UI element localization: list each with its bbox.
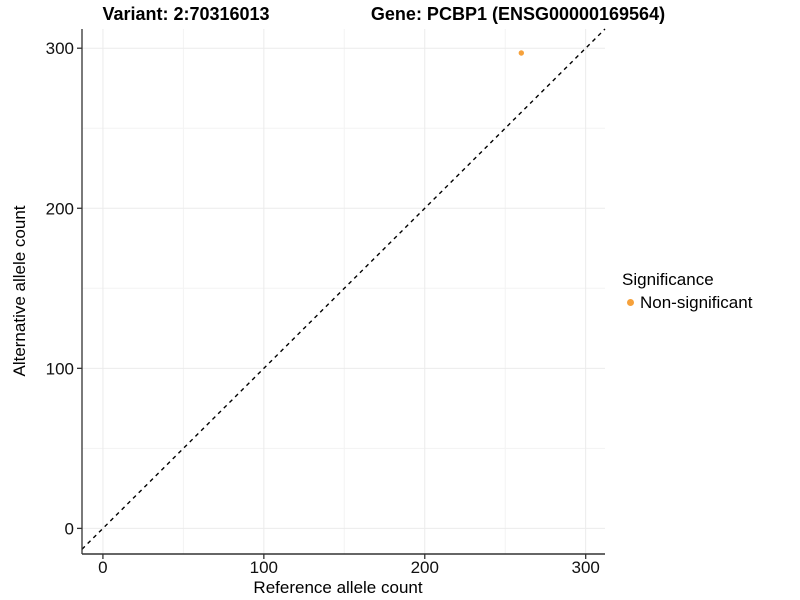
x-tick-label: 300 [572,558,600,577]
y-tick-label: 200 [46,199,74,218]
y-tick-label: 100 [46,359,74,378]
y-tick-label: 300 [46,39,74,58]
legend-item-label: Non-significant [640,292,753,312]
identity-reference-line [81,28,606,550]
legend: Significance Non-significant [622,269,752,313]
legend-title: Significance [622,270,714,289]
variant-title: Variant: 2:70316013 [102,4,270,24]
y-tick-label: 0 [65,519,74,538]
x-tick-label: 0 [98,558,107,577]
panel-background [82,29,605,554]
gene-title: Gene: PCBP1 (ENSG00000169564) [370,4,666,24]
x-axis-label: Reference allele count [253,578,423,597]
data-point [518,50,525,56]
y-axis-label: Alternative allele count [10,205,29,377]
x-tick-label: 100 [250,558,278,577]
x-tick-label: 200 [411,558,439,577]
legend-point-icon [627,299,634,306]
legend-item-non-significant: Non-significant [622,292,752,313]
